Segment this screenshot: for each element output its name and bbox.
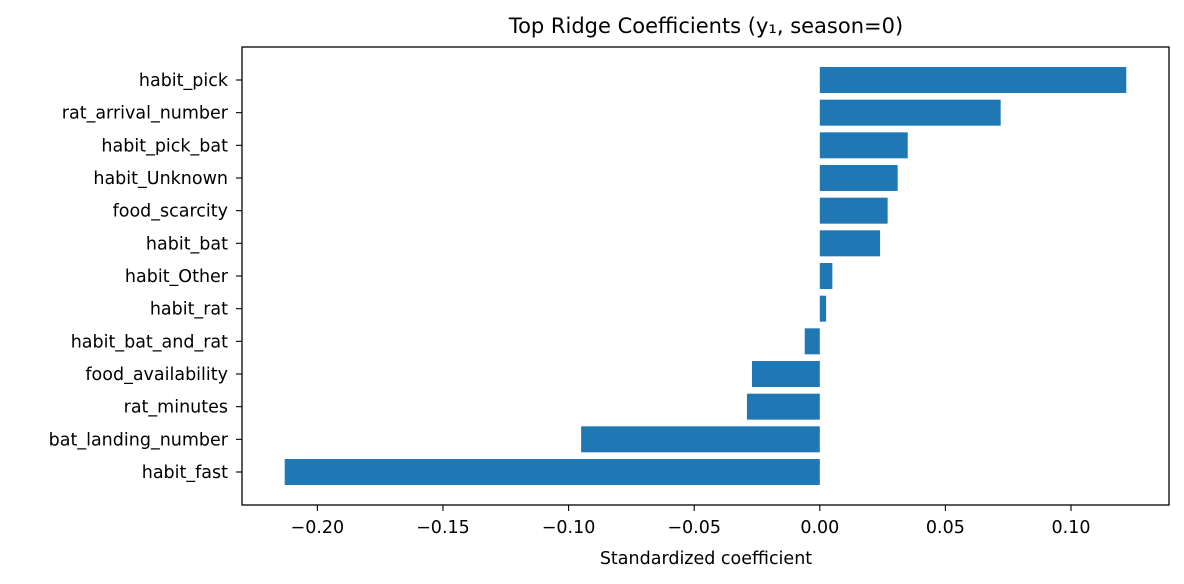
chart-title: Top Ridge Coefficients (y₁, season=0) [508, 14, 903, 38]
x-tick-label: −0.15 [416, 518, 470, 538]
y-tick-label: food_scarcity [113, 202, 228, 222]
y-tick-label: food_availability [85, 365, 228, 385]
bars-layer [284, 67, 1127, 485]
x-tick-label: −0.20 [291, 518, 345, 538]
bar-habit_pick_bat [819, 132, 908, 159]
y-tick-label: habit_rat [150, 300, 228, 320]
bar-habit_fast [284, 459, 820, 485]
x-tick-label: 0.05 [926, 518, 965, 538]
bar-habit_bat [819, 230, 881, 257]
x-tick-label: −0.05 [667, 518, 721, 538]
x-tick-label: 0.00 [800, 518, 839, 538]
x-tick-label: 0.10 [1052, 518, 1091, 538]
x-axis-label: Standardized coefficient [600, 549, 812, 569]
bar-habit_Other [819, 263, 833, 289]
y-axis-ticks: habit_pick rat_arrival_number habit_pick_b… [49, 71, 242, 483]
bar-habit_pick [819, 67, 1127, 93]
bar-bat_landing_number [581, 426, 820, 453]
y-tick-label: rat_arrival_number [62, 104, 229, 124]
bar-rat_arrival_number [819, 99, 1001, 126]
y-tick-label: rat_minutes [124, 398, 228, 418]
bar-rat_minutes [746, 393, 820, 420]
y-tick-label: habit_bat_and_rat [71, 332, 228, 352]
y-tick-label: habit_Unknown [93, 169, 228, 189]
bar-food_availability [751, 361, 820, 387]
bar-habit_rat [819, 295, 827, 322]
bar-habit_Unknown [819, 165, 898, 191]
y-tick-label: habit_pick [139, 71, 229, 91]
y-tick-label: habit_Other [125, 267, 229, 287]
y-tick-label: habit_pick_bat [101, 136, 228, 156]
y-tick-label: habit_bat [146, 234, 228, 254]
bar-habit_bat_and_rat [804, 328, 820, 355]
x-axis-ticks: −0.20 −0.15 −0.10 −0.05 0.00 0.05 0.10 [291, 505, 1091, 538]
bar-food_scarcity [819, 197, 888, 224]
plot-area-frame [241, 46, 1170, 506]
y-tick-label: habit_fast [142, 463, 228, 483]
x-tick-label: −0.10 [542, 518, 596, 538]
y-tick-label: bat_landing_number [49, 430, 229, 450]
